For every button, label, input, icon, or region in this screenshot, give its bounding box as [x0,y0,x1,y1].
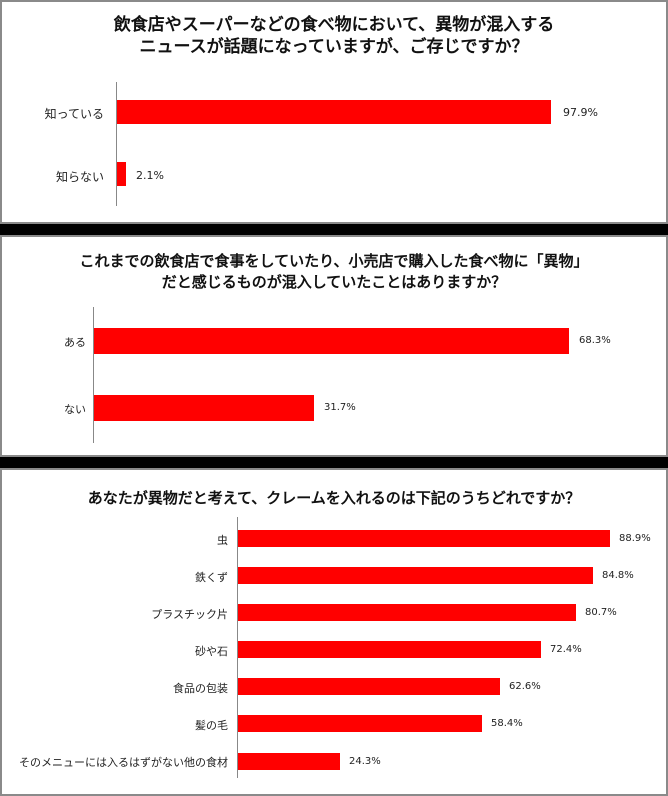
category-label: 虫 [217,534,228,547]
value-label: 68.3% [579,335,611,346]
value-label: 80.7% [585,607,617,618]
chart-title-line: ニュースが話題になっていますが、ご存じですか？ [139,37,529,57]
bar [238,567,593,584]
category-label: ない [64,403,86,416]
category-label: 髪の毛 [195,719,228,732]
bar [94,328,569,354]
bar [238,753,340,770]
category-label: 知らない [55,170,104,184]
value-label: 58.4% [491,718,523,729]
category-label: 鉄くず [195,571,228,584]
value-label: 62.6% [509,681,541,692]
chart-title: これまでの飲食店で食事をしていたり、小売店で購入した食べ物に「異物」 だと感じる… [2,251,666,293]
bar [238,715,482,732]
category-label: 食品の包装 [173,682,228,695]
y-axis-line [93,307,94,443]
chart-title: 飲食店やスーパーなどの食べ物において、異物が混入する ニュースが話題になっていま… [2,14,666,58]
chart-title-line: 飲食店やスーパーなどの食べ物において、異物が混入する [113,15,555,35]
value-label: 97.9% [563,106,598,119]
chart-panel-awareness: 飲食店やスーパーなどの食べ物において、異物が混入する ニュースが話題になっていま… [0,0,668,224]
value-label: 88.9% [619,533,651,544]
value-label: 24.3% [349,756,381,767]
bar [238,530,610,547]
y-axis-line [116,82,117,206]
category-label: 砂や石 [195,645,228,658]
chart-title-line: あなたが異物だと考えて、クレームを入れるのは下記のうちどれですか？ [87,489,581,507]
value-label: 72.4% [550,644,582,655]
value-label: 31.7% [324,402,356,413]
y-axis-line [237,517,238,778]
bar [94,395,314,421]
category-label: そのメニューには入るはずがない他の食材 [19,756,228,769]
chart-title: あなたが異物だと考えて、クレームを入れるのは下記のうちどれですか？ [2,487,666,509]
chart-panel-complaint-items: あなたが異物だと考えて、クレームを入れるのは下記のうちどれですか？ 虫 88.9… [0,468,668,796]
bar [238,641,541,658]
chart-title-line: だと感じるものが混入していたことはありますか？ [161,273,507,291]
category-label: プラスチック片 [151,608,228,621]
category-label: ある [64,336,86,349]
bar [117,100,551,124]
value-label: 84.8% [602,570,634,581]
chart-title-line: これまでの飲食店で食事をしていたり、小売店で購入した食べ物に「異物」 [79,252,589,270]
value-label: 2.1% [136,169,164,182]
bar [238,678,500,695]
category-label: 知っている [44,107,104,121]
bar [238,604,576,621]
chart-panel-experience: これまでの飲食店で食事をしていたり、小売店で購入した食べ物に「異物」 だと感じる… [0,235,668,457]
bar [117,162,126,186]
